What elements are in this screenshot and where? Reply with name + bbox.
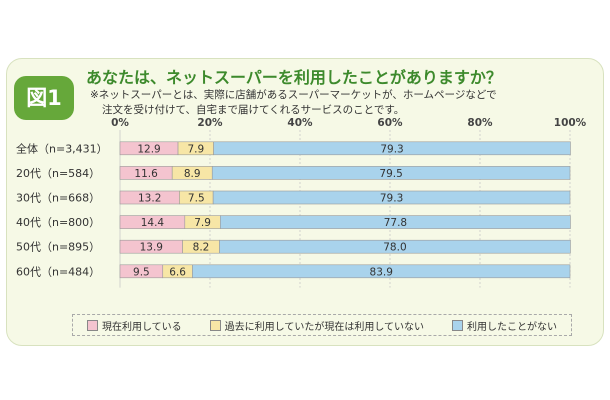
note-line-1: ※ネットスーパーとは、実際に店舗があるスーパーマーケットが、ホームページなどで: [90, 89, 497, 101]
data-label: 13.2: [138, 193, 161, 205]
bar-segment: [211, 166, 571, 180]
data-label: 12.9: [137, 143, 160, 155]
x-tick-label: 100%: [554, 117, 587, 129]
data-label: 11.6: [134, 168, 158, 180]
legend-item-current: 現在利用している: [86, 318, 182, 333]
data-label: 7.5: [188, 193, 205, 205]
legend-item-never: 利用したことがない: [451, 318, 557, 333]
category-label: 20代（n=584）: [16, 167, 100, 180]
x-tick-label: 80%: [467, 117, 493, 129]
chart-note: ※ネットスーパーとは、実際に店舗があるスーパーマーケットが、ホームページなどで …: [90, 88, 497, 118]
data-label: 8.9: [184, 168, 201, 180]
data-label: 14.4: [141, 217, 165, 229]
bar-segment: [219, 239, 571, 254]
data-label: 7.9: [187, 143, 204, 155]
bar-segment: [213, 141, 571, 156]
legend-swatch-never: [451, 319, 463, 331]
category-label: 50代（n=895）: [16, 241, 100, 254]
category-label: 30代（n=668）: [16, 192, 100, 205]
bar-segment: [220, 215, 571, 229]
data-label: 79.5: [379, 168, 402, 180]
figure-badge: 図1: [14, 76, 74, 120]
data-label: 8.2: [193, 242, 210, 254]
legend-item-past: 過去に利用していたが現在は利用していない: [209, 318, 425, 333]
legend-label-current: 現在利用している: [101, 321, 182, 333]
bar-segment: [212, 190, 571, 205]
data-label: 77.8: [384, 217, 407, 229]
note-line-2: 注文を受け付けて、自宅まで届けてくれるサービスのことです。: [102, 104, 405, 116]
data-label: 83.9: [370, 266, 393, 278]
data-label: 79.3: [380, 143, 403, 155]
chart-title: あなたは、ネットスーパーを利用したことがありますか？: [86, 68, 502, 87]
data-label: 79.3: [380, 193, 403, 205]
category-label: 40代（n=800）: [16, 216, 100, 229]
bar-segment: [192, 264, 571, 279]
x-tick-label: 60%: [377, 117, 403, 129]
data-label: 9.5: [133, 266, 150, 278]
data-label: 78.0: [383, 242, 406, 254]
data-label: 13.9: [140, 242, 163, 254]
category-label: 全体（n=3,431）: [16, 141, 108, 155]
legend-swatch-past: [209, 319, 221, 331]
x-tick-label: 40%: [287, 117, 313, 129]
data-label: 6.6: [169, 266, 186, 278]
legend-label-past: 過去に利用していたが現在は利用していない: [224, 321, 425, 333]
legend-label-never: 利用したことがない: [466, 321, 557, 333]
category-label: 60代（n=484）: [16, 265, 100, 278]
legend-swatch-current: [86, 319, 98, 331]
data-label: 7.9: [194, 217, 211, 229]
x-tick-label: 0%: [111, 117, 129, 129]
legend: 現在利用している 過去に利用していたが現在は利用していない 利用したことがない: [72, 314, 572, 336]
x-tick-label: 20%: [197, 117, 223, 129]
